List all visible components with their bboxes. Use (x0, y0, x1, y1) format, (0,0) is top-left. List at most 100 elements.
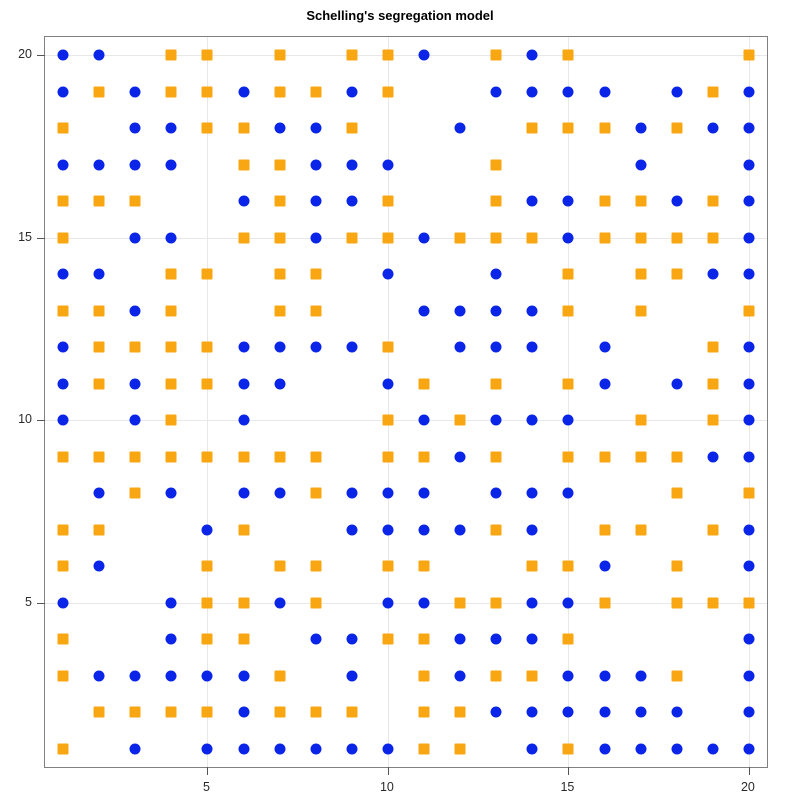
agent-marker-orange (526, 560, 538, 572)
agent-marker-blue (382, 743, 394, 755)
agent-marker-blue (57, 268, 69, 280)
agent-marker-blue (93, 268, 105, 280)
agent-marker-orange (707, 86, 719, 98)
agent-marker-orange (671, 670, 683, 682)
agent-marker-blue (526, 743, 538, 755)
y-axis-tick (37, 602, 45, 604)
agent-marker-orange (274, 560, 286, 572)
agent-marker-blue (743, 414, 755, 426)
agent-marker-blue (238, 86, 250, 98)
agent-marker-orange (671, 268, 683, 280)
agent-marker-blue (201, 524, 213, 536)
agent-marker-blue (635, 743, 647, 755)
agent-marker-blue (743, 524, 755, 536)
agent-marker-blue (743, 378, 755, 390)
x-axis-tick (748, 767, 750, 775)
agent-marker-orange (490, 49, 502, 61)
agent-marker-blue (743, 232, 755, 244)
agent-marker-blue (562, 232, 574, 244)
agent-marker-orange (490, 670, 502, 682)
agent-marker-orange (418, 560, 430, 572)
agent-marker-blue (274, 487, 286, 499)
agent-marker-orange (310, 451, 322, 463)
agent-marker-orange (310, 305, 322, 317)
agent-marker-blue (238, 341, 250, 353)
agent-marker-orange (743, 597, 755, 609)
agent-marker-blue (238, 195, 250, 207)
agent-marker-blue (454, 451, 466, 463)
agent-marker-blue (274, 122, 286, 134)
y-tick-label: 5 (25, 594, 32, 609)
agent-marker-blue (743, 451, 755, 463)
agent-marker-blue (382, 524, 394, 536)
agent-marker-blue (201, 670, 213, 682)
agent-marker-blue (57, 159, 69, 171)
agent-marker-blue (599, 341, 611, 353)
agent-marker-blue (707, 122, 719, 134)
agent-marker-orange (743, 49, 755, 61)
agent-marker-orange (599, 122, 611, 134)
agent-marker-orange (526, 232, 538, 244)
agent-marker-orange (526, 670, 538, 682)
agent-marker-blue (129, 670, 141, 682)
agent-marker-blue (526, 597, 538, 609)
agent-marker-orange (382, 560, 394, 572)
agent-marker-blue (599, 560, 611, 572)
agent-marker-orange (562, 49, 574, 61)
agent-marker-orange (346, 232, 358, 244)
agent-marker-orange (707, 378, 719, 390)
agent-marker-blue (526, 49, 538, 61)
agent-marker-blue (599, 706, 611, 718)
agent-marker-orange (165, 378, 177, 390)
agent-marker-orange (382, 232, 394, 244)
agent-marker-blue (238, 670, 250, 682)
agent-marker-orange (57, 670, 69, 682)
agent-marker-blue (129, 159, 141, 171)
agent-marker-orange (382, 451, 394, 463)
agent-marker-blue (743, 560, 755, 572)
agent-marker-orange (599, 597, 611, 609)
agent-marker-blue (562, 597, 574, 609)
agent-marker-blue (382, 597, 394, 609)
agent-marker-blue (93, 487, 105, 499)
agent-marker-orange (490, 378, 502, 390)
agent-marker-orange (346, 706, 358, 718)
agent-marker-blue (418, 49, 430, 61)
agent-marker-blue (238, 706, 250, 718)
agent-marker-blue (490, 414, 502, 426)
agent-marker-blue (743, 743, 755, 755)
agent-marker-orange (454, 414, 466, 426)
agent-marker-orange (599, 524, 611, 536)
agent-marker-orange (57, 451, 69, 463)
gridline-horizontal (45, 420, 767, 422)
agent-marker-blue (382, 378, 394, 390)
agent-marker-blue (707, 268, 719, 280)
agent-marker-orange (526, 122, 538, 134)
agent-marker-blue (454, 633, 466, 645)
gridline-vertical (568, 37, 570, 767)
chart-title: Schelling's segregation model (306, 8, 494, 23)
agent-marker-blue (562, 86, 574, 98)
agent-marker-orange (562, 268, 574, 280)
agent-marker-orange (201, 597, 213, 609)
agent-marker-blue (743, 268, 755, 280)
agent-marker-blue (599, 378, 611, 390)
y-tick-label: 15 (18, 229, 32, 244)
agent-marker-orange (671, 560, 683, 572)
agent-marker-blue (57, 378, 69, 390)
agent-marker-blue (454, 670, 466, 682)
gridline-horizontal (45, 55, 767, 57)
agent-marker-blue (526, 86, 538, 98)
agent-marker-orange (418, 378, 430, 390)
agent-marker-orange (165, 86, 177, 98)
agent-marker-blue (526, 305, 538, 317)
agent-marker-blue (490, 305, 502, 317)
y-axis-tick (37, 420, 45, 422)
agent-marker-orange (201, 268, 213, 280)
agent-marker-orange (238, 159, 250, 171)
agent-marker-orange (382, 49, 394, 61)
agent-marker-orange (93, 86, 105, 98)
agent-marker-orange (310, 560, 322, 572)
agent-marker-blue (671, 743, 683, 755)
agent-marker-orange (418, 670, 430, 682)
